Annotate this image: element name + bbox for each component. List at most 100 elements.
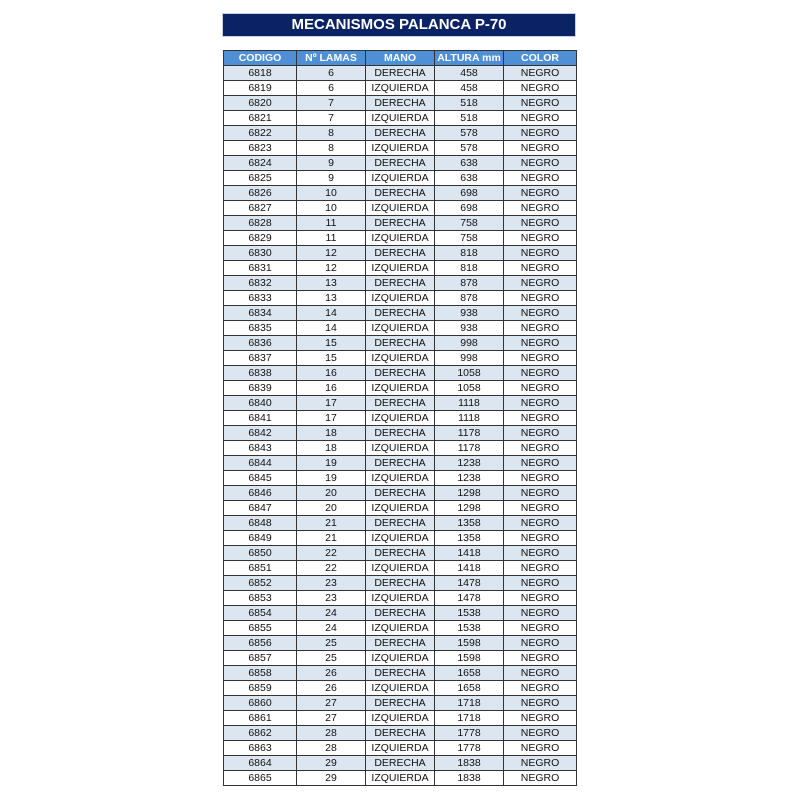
- cell-color: NEGRO: [503, 95, 577, 111]
- cell-color: NEGRO: [503, 80, 577, 96]
- cell-color: NEGRO: [503, 485, 577, 501]
- table-row: 6835 14 IZQUIERDA 938 NEGRO: [223, 320, 577, 336]
- table-row: 6818 6 DERECHA 458 NEGRO: [223, 65, 577, 81]
- cell-color: NEGRO: [503, 185, 577, 201]
- cell-codigo: 6830: [223, 245, 297, 261]
- cell-codigo: 6823: [223, 140, 297, 156]
- table-row: 6857 25 IZQUIERDA 1598 NEGRO: [223, 650, 577, 666]
- cell-codigo: 6848: [223, 515, 297, 531]
- cell-altura: 1118: [434, 395, 504, 411]
- table-row: 6825 9 IZQUIERDA 638 NEGRO: [223, 170, 577, 186]
- cell-mano: IZQUIERDA: [365, 200, 435, 216]
- cell-mano: IZQUIERDA: [365, 380, 435, 396]
- table-row: 6853 23 IZQUIERDA 1478 NEGRO: [223, 590, 577, 606]
- cell-color: NEGRO: [503, 155, 577, 171]
- table-header-row: CODIGO Nº LAMAS MANO ALTURA mm COLOR: [223, 50, 577, 66]
- cell-color: NEGRO: [503, 470, 577, 486]
- cell-codigo: 6834: [223, 305, 297, 321]
- cell-mano: DERECHA: [365, 755, 435, 771]
- cell-altura: 818: [434, 245, 504, 261]
- table-row: 6839 16 IZQUIERDA 1058 NEGRO: [223, 380, 577, 396]
- cell-altura: 1718: [434, 710, 504, 726]
- cell-lamas: 19: [296, 470, 366, 486]
- cell-altura: 998: [434, 350, 504, 366]
- cell-altura: 878: [434, 290, 504, 306]
- cell-lamas: 26: [296, 680, 366, 696]
- cell-codigo: 6835: [223, 320, 297, 336]
- cell-codigo: 6864: [223, 755, 297, 771]
- cell-altura: 1358: [434, 530, 504, 546]
- cell-codigo: 6858: [223, 665, 297, 681]
- header-mano: MANO: [365, 50, 435, 66]
- table-row: 6845 19 IZQUIERDA 1238 NEGRO: [223, 470, 577, 486]
- cell-lamas: 10: [296, 185, 366, 201]
- cell-mano: IZQUIERDA: [365, 590, 435, 606]
- cell-codigo: 6863: [223, 740, 297, 756]
- cell-altura: 1598: [434, 650, 504, 666]
- cell-mano: IZQUIERDA: [365, 500, 435, 516]
- cell-lamas: 9: [296, 155, 366, 171]
- cell-altura: 458: [434, 65, 504, 81]
- cell-lamas: 17: [296, 410, 366, 426]
- cell-color: NEGRO: [503, 500, 577, 516]
- cell-mano: IZQUIERDA: [365, 440, 435, 456]
- cell-color: NEGRO: [503, 770, 577, 786]
- cell-mano: DERECHA: [365, 365, 435, 381]
- cell-mano: DERECHA: [365, 185, 435, 201]
- cell-lamas: 16: [296, 380, 366, 396]
- cell-color: NEGRO: [503, 245, 577, 261]
- cell-lamas: 15: [296, 350, 366, 366]
- table-row: 6858 26 DERECHA 1658 NEGRO: [223, 665, 577, 681]
- cell-color: NEGRO: [503, 125, 577, 141]
- cell-altura: 578: [434, 125, 504, 141]
- cell-mano: IZQUIERDA: [365, 230, 435, 246]
- table-row: 6841 17 IZQUIERDA 1118 NEGRO: [223, 410, 577, 426]
- cell-mano: IZQUIERDA: [365, 170, 435, 186]
- cell-codigo: 6818: [223, 65, 297, 81]
- cell-altura: 878: [434, 275, 504, 291]
- table-row: 6849 21 IZQUIERDA 1358 NEGRO: [223, 530, 577, 546]
- cell-color: NEGRO: [503, 605, 577, 621]
- cell-lamas: 25: [296, 635, 366, 651]
- cell-mano: DERECHA: [365, 125, 435, 141]
- table-row: 6847 20 IZQUIERDA 1298 NEGRO: [223, 500, 577, 516]
- cell-color: NEGRO: [503, 740, 577, 756]
- cell-codigo: 6831: [223, 260, 297, 276]
- cell-lamas: 20: [296, 485, 366, 501]
- cell-mano: IZQUIERDA: [365, 680, 435, 696]
- cell-codigo: 6832: [223, 275, 297, 291]
- table-row: 6860 27 DERECHA 1718 NEGRO: [223, 695, 577, 711]
- table-row: 6822 8 DERECHA 578 NEGRO: [223, 125, 577, 141]
- cell-mano: IZQUIERDA: [365, 620, 435, 636]
- cell-lamas: 18: [296, 425, 366, 441]
- cell-lamas: 7: [296, 110, 366, 126]
- cell-altura: 1238: [434, 455, 504, 471]
- cell-color: NEGRO: [503, 260, 577, 276]
- cell-altura: 1778: [434, 740, 504, 756]
- cell-mano: IZQUIERDA: [365, 740, 435, 756]
- header-codigo: CODIGO: [223, 50, 297, 66]
- cell-altura: 1058: [434, 380, 504, 396]
- cell-codigo: 6829: [223, 230, 297, 246]
- cell-altura: 1298: [434, 500, 504, 516]
- cell-altura: 458: [434, 80, 504, 96]
- cell-color: NEGRO: [503, 710, 577, 726]
- cell-color: NEGRO: [503, 350, 577, 366]
- cell-lamas: 24: [296, 605, 366, 621]
- cell-color: NEGRO: [503, 320, 577, 336]
- cell-lamas: 8: [296, 125, 366, 141]
- cell-color: NEGRO: [503, 665, 577, 681]
- cell-lamas: 29: [296, 755, 366, 771]
- cell-color: NEGRO: [503, 335, 577, 351]
- cell-altura: 1718: [434, 695, 504, 711]
- cell-lamas: 13: [296, 290, 366, 306]
- cell-mano: IZQUIERDA: [365, 530, 435, 546]
- cell-codigo: 6862: [223, 725, 297, 741]
- table-row: 6821 7 IZQUIERDA 518 NEGRO: [223, 110, 577, 126]
- cell-codigo: 6833: [223, 290, 297, 306]
- cell-lamas: 24: [296, 620, 366, 636]
- cell-mano: DERECHA: [365, 485, 435, 501]
- table-row: 6864 29 DERECHA 1838 NEGRO: [223, 755, 577, 771]
- cell-color: NEGRO: [503, 680, 577, 696]
- cell-lamas: 15: [296, 335, 366, 351]
